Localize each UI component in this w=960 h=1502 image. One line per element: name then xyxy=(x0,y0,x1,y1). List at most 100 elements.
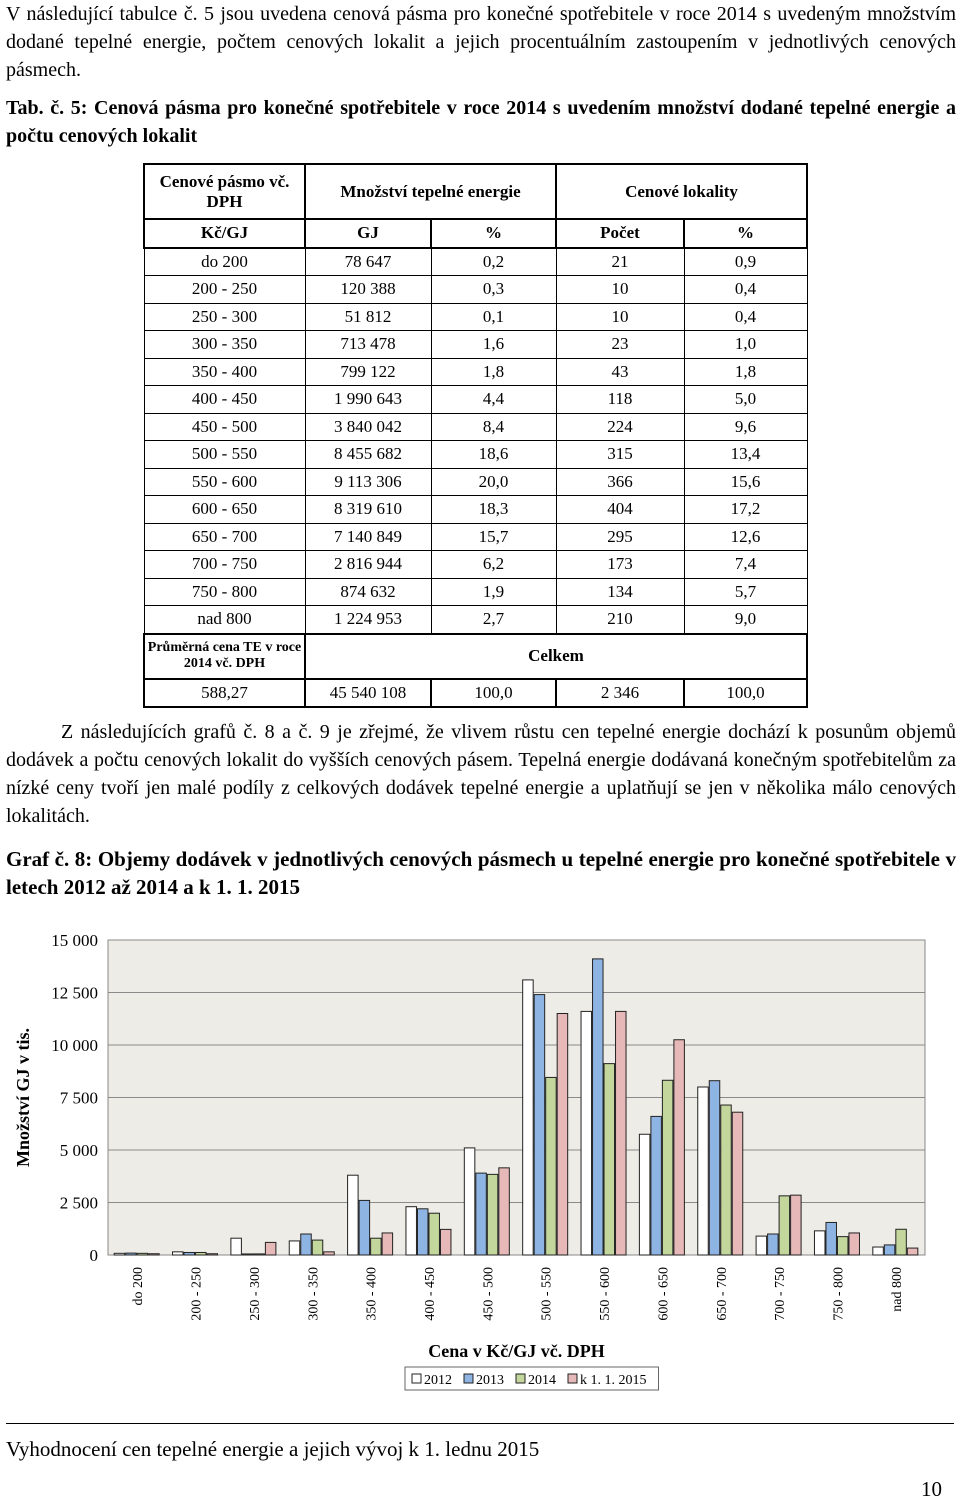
legend-box xyxy=(404,1366,659,1391)
bar xyxy=(300,1233,312,1256)
unit-cell: % xyxy=(683,218,808,249)
total-header-cell: Průměrná cena TE v roce 2014 vč. DPH xyxy=(143,632,306,680)
table-cell: 15,7 xyxy=(430,522,557,551)
intro-paragraph: V následující tabulce č. 5 jsou uvedena … xyxy=(6,3,956,81)
table-row: 450 - 500 3 840 042 8,4 224 9,6 xyxy=(143,412,808,441)
table-row: 600 - 650 8 319 610 18,3 404 17,2 xyxy=(143,495,808,524)
bar xyxy=(720,1104,732,1256)
y-tick-label: 5 000 xyxy=(60,1141,98,1160)
table-cell: 51 812 xyxy=(304,302,432,331)
bar xyxy=(241,1253,254,1256)
bar xyxy=(790,1194,802,1256)
bar xyxy=(638,1133,651,1256)
bar xyxy=(288,1240,301,1256)
table-cell: 1,9 xyxy=(430,577,557,606)
bar xyxy=(183,1251,196,1256)
x-tick-label: 250 - 300 xyxy=(248,1267,263,1321)
bar xyxy=(463,1147,476,1256)
table-cell: 20,0 xyxy=(430,467,557,496)
table-cell: 3 840 042 xyxy=(304,412,432,441)
table-row: 300 - 350 713 478 1,6 23 1,0 xyxy=(143,330,808,359)
table-row: 700 - 750 2 816 944 6,2 173 7,4 xyxy=(143,550,808,579)
table-row: nad 800 1 224 953 2,7 210 9,0 xyxy=(143,605,808,634)
bar xyxy=(416,1208,429,1256)
table-cell: 5,7 xyxy=(683,577,808,606)
bar xyxy=(906,1247,919,1256)
table-cell: 500 - 550 xyxy=(143,440,306,469)
body-paragraph: Z následujících grafů č. 8 a č. 9 je zře… xyxy=(6,721,956,827)
y-tick-label: 12 500 xyxy=(51,984,98,1003)
bar xyxy=(872,1246,884,1256)
table-cell: 18,6 xyxy=(430,440,557,469)
bar xyxy=(661,1079,674,1256)
table-cell: 1 990 643 xyxy=(304,385,432,414)
table-cell: 874 632 xyxy=(304,577,432,606)
table-cell: 5,0 xyxy=(683,385,808,414)
bar xyxy=(697,1086,709,1256)
table-cell: 404 xyxy=(555,495,685,524)
bar xyxy=(592,958,604,1256)
x-tick-label: nad 800 xyxy=(890,1267,905,1312)
bar xyxy=(347,1174,359,1256)
legend-swatch xyxy=(463,1373,474,1384)
table-cell: 1,8 xyxy=(683,357,808,386)
table-row: 200 - 250 120 388 0,3 10 0,4 xyxy=(143,275,808,304)
table-cell: 6,2 xyxy=(430,550,557,579)
bar xyxy=(673,1039,685,1256)
x-tick-label: 650 - 700 xyxy=(715,1267,730,1321)
legend-swatch xyxy=(411,1373,422,1384)
x-tick-label: 450 - 500 xyxy=(481,1267,496,1321)
bar xyxy=(439,1228,452,1256)
bar xyxy=(486,1173,499,1256)
bar xyxy=(113,1252,126,1256)
y-axis-title: Množství GJ v tis. xyxy=(13,1028,33,1167)
bar xyxy=(883,1244,896,1256)
table-cell: 700 - 750 xyxy=(143,550,306,579)
table-cell: 0,2 xyxy=(430,247,557,276)
bar xyxy=(428,1212,440,1256)
bar xyxy=(148,1253,160,1256)
table-cell: nad 800 xyxy=(143,605,306,634)
bar xyxy=(370,1237,382,1256)
total-header-cell: Celkem xyxy=(304,632,808,680)
bar xyxy=(311,1239,324,1256)
bar xyxy=(813,1230,826,1256)
table-row: 550 - 600 9 113 306 20,0 366 15,6 xyxy=(143,467,808,496)
table-cell: 550 - 600 xyxy=(143,467,306,496)
table-cell: 0,4 xyxy=(683,275,808,304)
table-cell: 1,8 xyxy=(430,357,557,386)
table-cell: 118 xyxy=(555,385,685,414)
total-cell: 588,27 xyxy=(143,677,306,708)
table-cell: 300 - 350 xyxy=(143,330,306,359)
x-tick-label: do 200 xyxy=(131,1267,146,1306)
unit-cell: GJ xyxy=(304,218,432,249)
table-cell: 2,7 xyxy=(430,605,557,634)
y-tick-label: 2 500 xyxy=(60,1194,98,1213)
table-cell: 15,6 xyxy=(683,467,808,496)
table-cell: 210 xyxy=(555,605,685,634)
bar xyxy=(253,1253,265,1256)
bar xyxy=(206,1253,219,1256)
table-cell: 120 388 xyxy=(304,275,432,304)
x-tick-label: 700 - 750 xyxy=(773,1267,788,1321)
table-cell: 173 xyxy=(555,550,685,579)
table-caption: Tab. č. 5: Cenová pásma pro konečné spot… xyxy=(6,97,956,147)
bar xyxy=(125,1252,137,1256)
footer-rule xyxy=(6,1423,954,1424)
table-cell: 799 122 xyxy=(304,357,432,386)
table-cell: 224 xyxy=(555,412,685,441)
x-axis-title: Cena v Kč/GJ vč. DPH xyxy=(428,1341,604,1361)
table-cell: 750 - 800 xyxy=(143,577,306,606)
table-cell: 9 113 306 xyxy=(304,467,432,496)
bar xyxy=(556,1013,569,1256)
unit-cell: % xyxy=(430,218,557,249)
chart: 0 2 500 5 000 7 500 10 000 12 500 15 000 Množst… xyxy=(13,931,926,1391)
table-cell: 10 xyxy=(555,302,685,331)
bar xyxy=(603,1063,616,1256)
table-cell: 315 xyxy=(555,440,685,469)
unit-cell: Počet xyxy=(555,218,685,249)
bar xyxy=(475,1172,487,1256)
table-cell: 400 - 450 xyxy=(143,385,306,414)
x-tick-label: 200 - 250 xyxy=(190,1267,205,1321)
bar xyxy=(778,1195,791,1256)
